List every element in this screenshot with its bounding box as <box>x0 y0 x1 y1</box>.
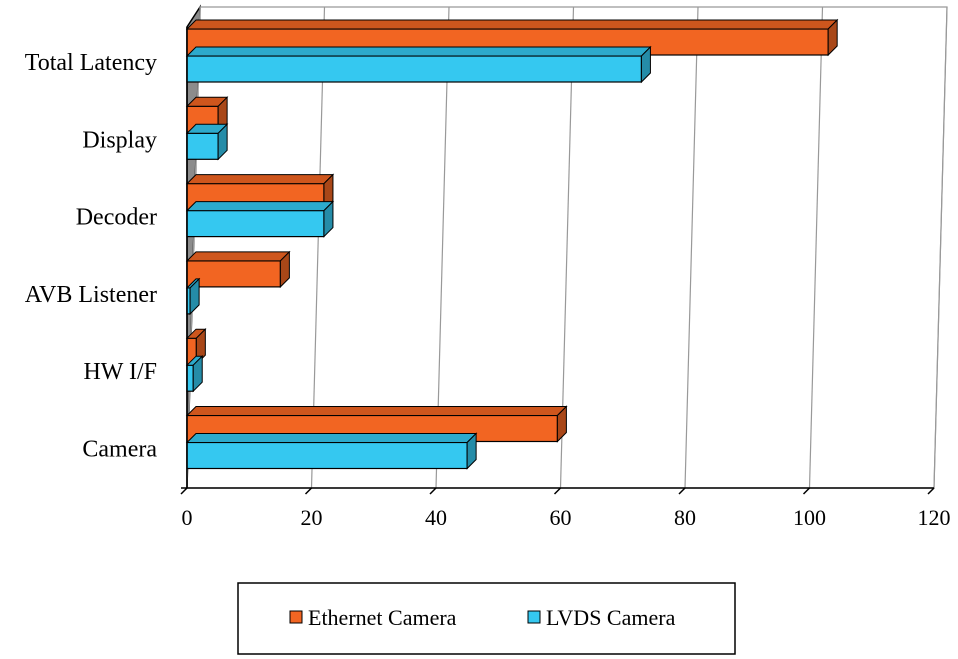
bar-top-ethernet <box>185 19 839 30</box>
bar-top-ethernet <box>185 174 335 185</box>
category-label: Camera <box>82 437 157 463</box>
x-tick-label: 120 <box>918 505 951 530</box>
category-label: Total Latency <box>25 50 157 76</box>
bar-side-ethernet <box>827 18 838 57</box>
bar-top-lvds <box>185 201 335 212</box>
x-tick <box>678 487 686 495</box>
category-label: HW I/F <box>83 359 157 385</box>
x-tick-labels: 0 20 40 60 80 100 120 <box>182 505 951 530</box>
bar-side-lvds <box>192 354 203 393</box>
x-tick <box>180 487 188 495</box>
x-tick <box>304 487 313 495</box>
bars <box>185 18 839 470</box>
bar-side-ethernet <box>279 250 290 289</box>
bar-top-lvds <box>185 46 652 57</box>
category-label: Display <box>82 127 157 153</box>
category-label: Decoder <box>76 205 157 231</box>
x-tick-label: 80 <box>674 505 696 530</box>
bar-side-lvds <box>189 277 200 316</box>
x-tick <box>429 487 437 495</box>
bar-top-ethernet <box>185 251 291 262</box>
bar-side-ethernet <box>195 327 206 366</box>
bar-side-lvds <box>640 45 651 84</box>
bar-side-ethernet <box>217 96 228 134</box>
x-tick-label: 60 <box>550 505 572 530</box>
gridline-floor <box>933 6 948 489</box>
x-tick <box>802 487 811 495</box>
bar-lvds <box>186 210 325 238</box>
bar-top-lvds <box>185 433 478 443</box>
bar-lvds <box>186 441 468 470</box>
x-tick-label: 100 <box>793 505 826 530</box>
x-tick-label: 0 <box>182 505 193 530</box>
bar-ethernet <box>186 260 281 288</box>
category-labels: Total Latency Display Decoder AVB Listener H… <box>25 50 158 463</box>
bar-side-lvds <box>466 432 477 470</box>
bar-top-ethernet <box>185 406 568 416</box>
legend-box <box>237 582 736 655</box>
legend-label-ethernet: Ethernet Camera <box>308 605 457 630</box>
bar-side-lvds <box>217 123 228 161</box>
bar-side-lvds <box>323 200 334 238</box>
x-axis <box>180 27 935 495</box>
bar-lvds <box>186 132 219 160</box>
x-tick-label: 20 <box>301 505 323 530</box>
x-tick <box>927 487 935 495</box>
legend-label-lvds: LVDS Camera <box>546 605 676 630</box>
bar-side-ethernet <box>323 173 334 211</box>
legend: Ethernet Camera LVDS Camera <box>237 582 736 655</box>
x-tick <box>553 487 562 495</box>
x-tick-label: 40 <box>425 505 447 530</box>
gridline-floor <box>808 6 824 489</box>
bar-side-ethernet <box>556 405 567 443</box>
gridline-floor <box>684 6 699 489</box>
bar-lvds <box>186 55 643 83</box>
category-label: AVB Listener <box>25 282 157 308</box>
legend-swatch-lvds <box>527 610 541 624</box>
bar-lvds <box>186 364 194 392</box>
legend-swatch-ethernet <box>289 610 303 624</box>
